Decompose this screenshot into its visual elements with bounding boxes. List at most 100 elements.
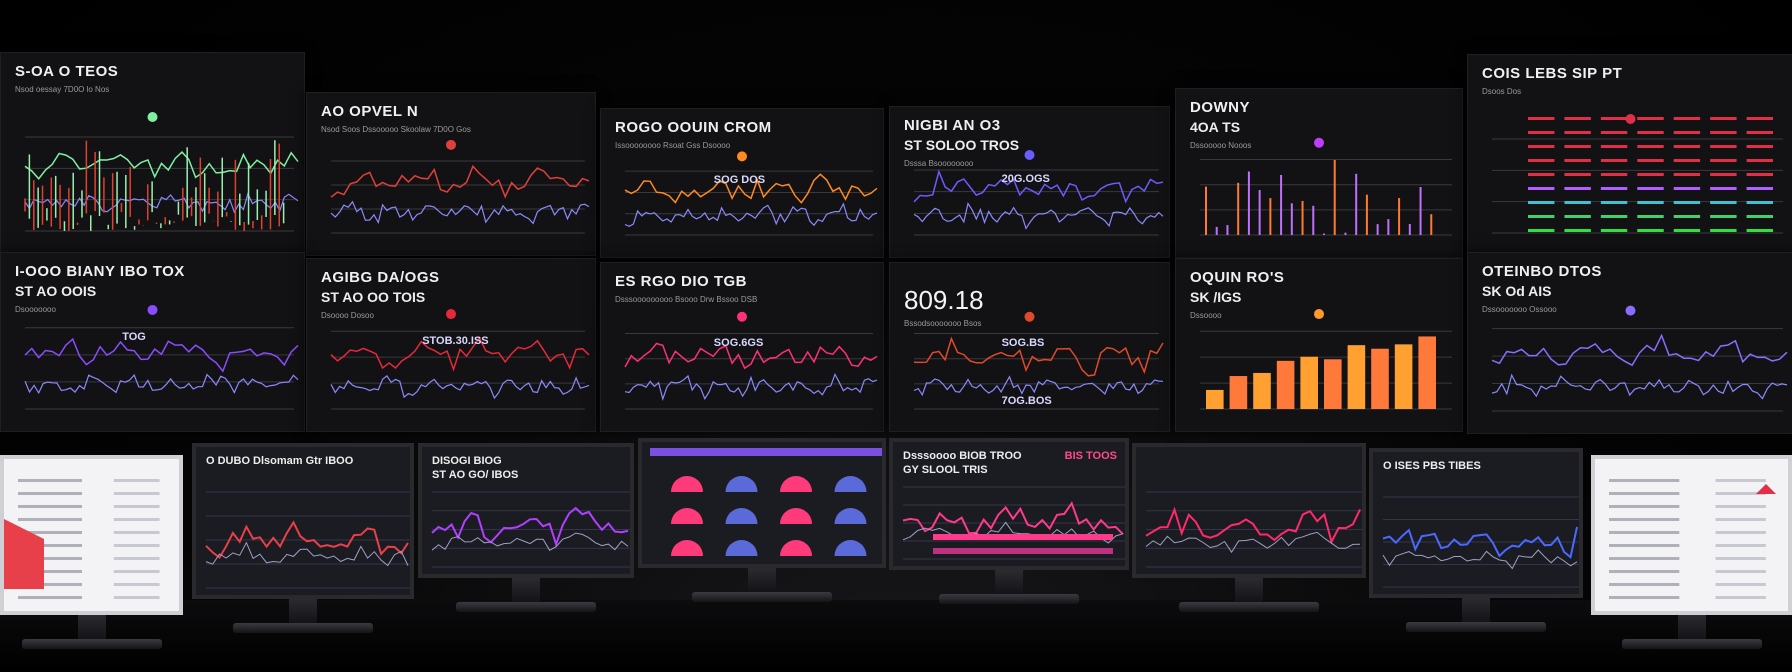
status-dot-icon — [1314, 137, 1324, 148]
status-dot-icon — [1024, 150, 1035, 160]
chart-shape — [4, 519, 44, 589]
panel-title: NIGBI AN O3 — [904, 117, 1001, 134]
monitor-stand — [748, 568, 776, 596]
table-cell — [1600, 159, 1628, 162]
panel-title: I-OOO BIANY IBO TOX — [15, 263, 185, 280]
status-dot-icon — [147, 304, 158, 315]
panel-chart — [330, 139, 590, 234]
bar — [1253, 372, 1271, 409]
table-cell — [1564, 145, 1591, 148]
list-row — [1715, 544, 1766, 547]
panel-chart — [330, 309, 590, 410]
series-line — [913, 375, 1164, 397]
series-line — [330, 375, 590, 400]
table-cell — [1746, 159, 1773, 162]
list-row — [113, 518, 160, 521]
monitor-stand — [1462, 598, 1490, 626]
table-cell — [1673, 201, 1701, 204]
table-cell — [1710, 131, 1737, 134]
list-row — [1715, 479, 1766, 482]
list-row — [18, 492, 83, 495]
list-row — [18, 596, 83, 599]
table-cell — [1528, 117, 1555, 120]
series-line — [1491, 333, 1788, 367]
list-row — [18, 479, 83, 482]
panel-caption: Dsoooo Dosoo — [321, 311, 374, 320]
series-line — [24, 151, 299, 180]
desk-monitor — [0, 455, 183, 615]
desk-monitor: O ISES PBS TIBES — [1369, 448, 1583, 598]
list-row — [18, 518, 83, 521]
gauge — [671, 508, 703, 524]
series-line — [902, 501, 1124, 535]
series-line — [1145, 506, 1361, 545]
chart-label: SOG.BS — [1001, 336, 1045, 349]
table-cell — [1600, 145, 1628, 148]
panel-caption: Dssooooo Nooos — [1190, 141, 1252, 150]
bar — [1371, 348, 1389, 409]
table-cell — [1637, 173, 1664, 176]
panel-caption: Dsoos Dos — [1482, 87, 1522, 96]
table-cell — [1710, 117, 1737, 120]
table-cell — [1746, 187, 1773, 190]
list-row — [113, 596, 160, 599]
panel-caption: Bssodsooooooo Bsos — [904, 319, 982, 328]
series-line — [913, 336, 1164, 377]
series-line — [330, 164, 590, 199]
table-cell — [1564, 215, 1591, 218]
panel-subtitle: ST SOLOO TROS — [904, 137, 1020, 153]
list-row — [1609, 479, 1680, 482]
dashboard-panel: AO OPVEL N Nsod Soos Dssooooo Skoolaw 7D0… — [306, 92, 596, 256]
series-line — [431, 506, 629, 548]
table-cell — [1564, 187, 1591, 190]
dashboard-panel: I-OOO BIANY IBO TOX ST AO OOIS Dsooooooo TO… — [0, 252, 305, 432]
panel-caption: Dsssooooooooo Bsooo Drw Bssoo DSB — [615, 295, 758, 304]
monitor-chart — [4, 479, 160, 599]
table-cell — [1637, 187, 1664, 190]
series-line — [1382, 549, 1578, 570]
chart-label: TOG — [122, 331, 146, 344]
list-row — [1609, 492, 1680, 495]
table-cell — [1746, 215, 1773, 218]
bar — [1324, 359, 1342, 409]
table-cell — [1637, 215, 1664, 218]
panel-title: 809.18 — [904, 285, 984, 315]
table-cell — [1710, 173, 1737, 176]
desk-monitor: O DUBO Dlsomam Gtr IBOO — [192, 443, 414, 599]
table-cell — [1746, 131, 1773, 134]
table-cell — [1710, 215, 1737, 218]
panel-chart — [624, 311, 878, 410]
monitor-chart — [1382, 496, 1579, 588]
table-cell — [1528, 187, 1555, 190]
monitor-chart — [650, 448, 882, 556]
table-cell — [1710, 187, 1737, 190]
chart-shape — [1756, 484, 1776, 494]
panel-chart — [1492, 114, 1783, 234]
status-dot-icon — [1625, 305, 1636, 316]
chart-label: SOG.6GS — [713, 336, 764, 349]
list-row — [1609, 518, 1680, 521]
desk-monitor — [1132, 443, 1366, 578]
table-cell — [1600, 229, 1628, 232]
list-row — [1715, 505, 1766, 508]
dashboard-panel: OTEINBO DTOS SK Od AIS Dssooooooo Ossooo — [1467, 252, 1792, 434]
status-badge: BIS TOOS — [1064, 450, 1117, 462]
monitor-chart — [1145, 491, 1362, 568]
gauge — [671, 476, 703, 492]
list-row — [1715, 583, 1766, 586]
list-row — [1609, 531, 1680, 534]
series-line — [1491, 373, 1788, 400]
bar — [1276, 360, 1295, 409]
bar — [933, 548, 1113, 554]
panel-chart — [913, 311, 1164, 410]
status-dot-icon — [737, 151, 747, 162]
bar — [1229, 376, 1248, 409]
list-row — [1609, 583, 1680, 586]
series-line — [1382, 526, 1578, 560]
monitor-stand — [77, 615, 106, 643]
table-cell — [1528, 173, 1555, 176]
panel-chart — [1200, 309, 1452, 410]
panel-caption: Dsooooooo — [15, 305, 56, 314]
monitor-title: DISOGI BIOG — [432, 455, 502, 467]
desk-monitor: Dsssoooo BIOB TROO GY SLOOL TRIS BIS TOOS — [889, 438, 1129, 570]
